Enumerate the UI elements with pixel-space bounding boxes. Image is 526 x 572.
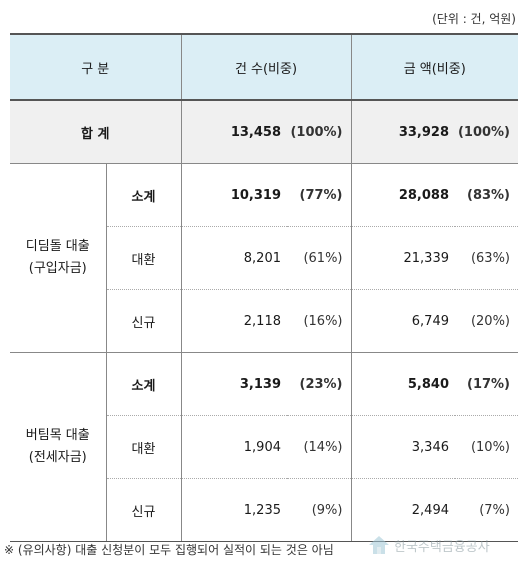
row-count-pct: (9%) [287,478,351,542]
row-amount-pct: (10%) [455,415,518,479]
row-sub: 소계 [105,352,181,416]
row-count-pct: (16%) [287,289,351,353]
row-count-pct: (77%) [287,163,351,227]
row-count: 1,235 [180,478,287,542]
group-label: 버팀목 대출 (전세자금) [10,352,106,542]
row-amount: 21,339 [350,226,455,290]
group-label-name: 디딤돌 대출 [25,239,90,254]
table-row: 대환 8,201 (61%) 21,339 (63%) [10,226,518,290]
row-amount-pct: (63%) [455,226,518,290]
row-sub: 신규 [105,478,181,542]
watermark-text: 한국주택금융공사 [394,539,490,555]
table-row: 대환 1,904 (14%) 3,346 (10%) [10,415,518,479]
header-row: 구 분 건 수(비중) 금 액(비중) [10,33,518,101]
row-count-pct: (23%) [287,352,351,416]
table-row: 신규 2,118 (16%) 6,749 (20%) [10,289,518,353]
group-label-sub: (구입자금) [28,261,87,276]
table-row: 디딤돌 대출 (구입자금) 소계 10,319 (77%) 28,088 (83… [10,163,518,353]
table-row: 버팀목 대출 (전세자금) 소계 3,139 (23%) 5,840 (17%) [10,352,518,542]
footnote: ※ (유의사항) 대출 신청분이 모두 집행되어 실적이 되는 것은 아님 [4,543,334,557]
row-amount: 2,494 [350,478,455,542]
total-row: 합 계 13,458 (100%) 33,928 (100%) [10,100,518,164]
row-sub: 소계 [105,163,181,227]
row-amount: 28,088 [350,163,455,227]
table-row: 신규 1,235 (9%) 2,494 (7%) [10,478,518,542]
total-count-pct: (100%) [287,100,351,164]
row-amount: 6,749 [350,289,455,353]
row-count: 3,139 [180,352,287,416]
row-amount-pct: (20%) [455,289,518,353]
total-label: 합 계 [10,100,181,164]
row-count-pct: (14%) [287,415,351,479]
loan-table: 구 분 건 수(비중) 금 액(비중) 합 계 13,458 (100%) 33… [10,33,518,542]
row-count-pct: (61%) [287,226,351,290]
row-amount: 5,840 [350,352,455,416]
row-sub: 대환 [105,415,181,479]
row-amount-pct: (7%) [455,478,518,542]
row-amount-pct: (83%) [455,163,518,227]
header-category: 구 분 [10,33,181,101]
house-logo-icon [369,536,389,554]
header-count: 건 수(비중) [180,33,351,101]
group-label-name: 버팀목 대출 [25,428,90,443]
group-label: 디딤돌 대출 (구입자금) [10,163,106,353]
total-amount: 33,928 [350,100,455,164]
row-amount: 3,346 [350,415,455,479]
group-label-sub: (전세자금) [28,450,87,465]
row-amount-pct: (17%) [455,352,518,416]
row-sub: 대환 [105,226,181,290]
row-count: 8,201 [180,226,287,290]
total-count: 13,458 [180,100,287,164]
total-amount-pct: (100%) [455,100,518,164]
row-sub: 신규 [105,289,181,353]
watermark: 한국주택금융공사 [368,532,518,558]
row-count: 10,319 [180,163,287,227]
unit-note: (단위 : 건, 억원) [432,12,516,26]
header-amount: 금 액(비중) [350,33,518,101]
row-count: 2,118 [180,289,287,353]
row-count: 1,904 [180,415,287,479]
